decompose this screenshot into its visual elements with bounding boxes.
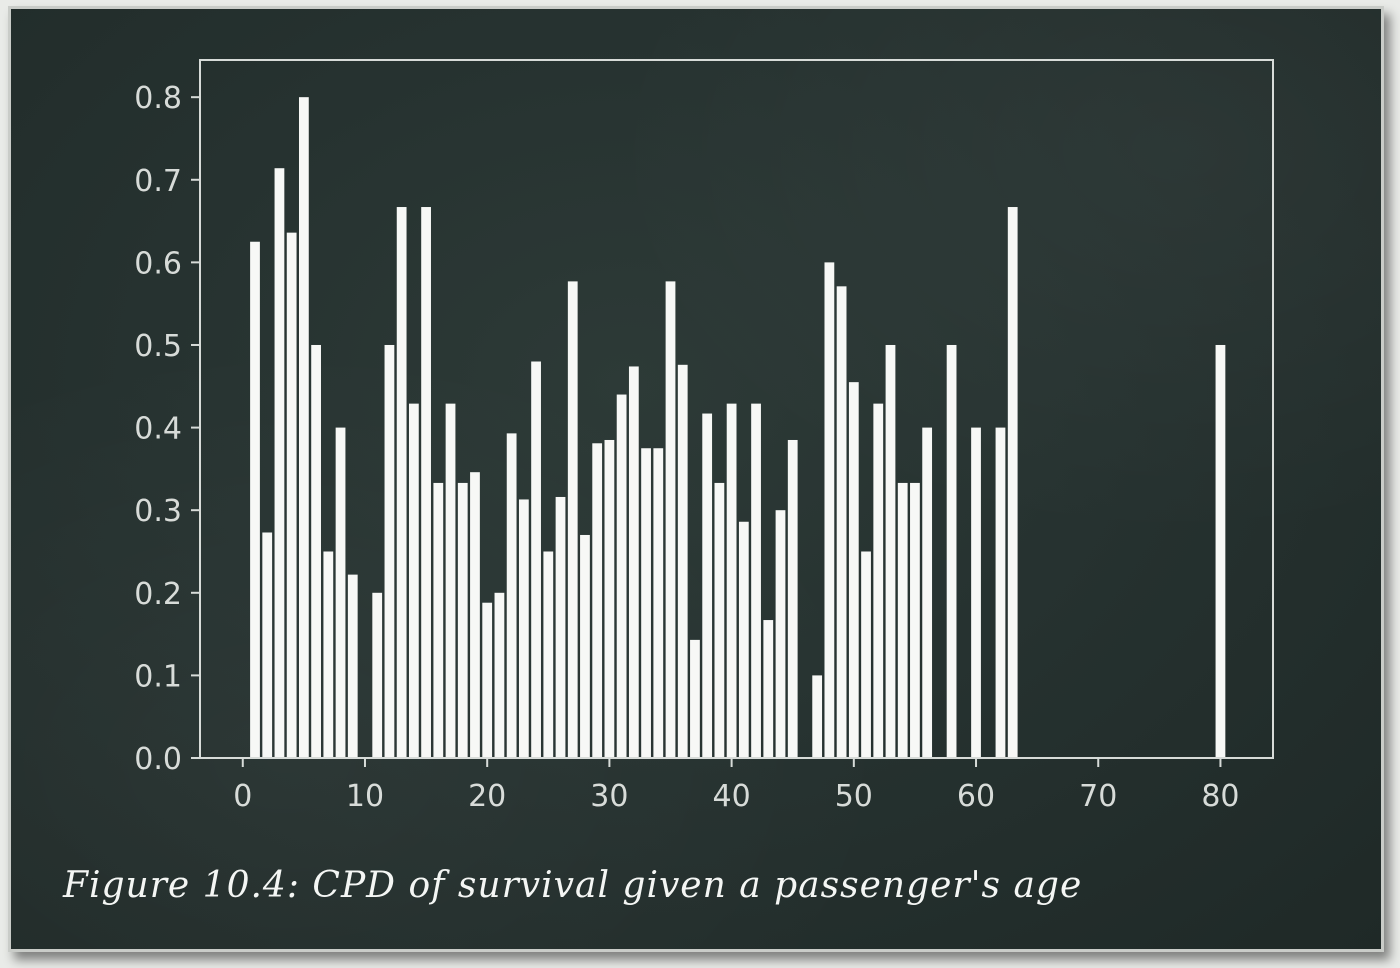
bar-age-11	[372, 592, 383, 758]
bar-age-8	[335, 427, 346, 758]
y-tick-label: 0.5	[134, 329, 182, 364]
bar-age-7	[323, 551, 334, 758]
bar-age-30	[604, 439, 615, 758]
y-tick-label: 0.7	[134, 164, 182, 199]
bar-age-47	[812, 675, 823, 758]
bar-age-34	[653, 448, 664, 758]
bar-age-28	[580, 534, 590, 758]
bar-age-22	[506, 433, 517, 758]
bar-age-45	[787, 439, 798, 758]
bar-age-48	[824, 262, 835, 758]
x-tick-label: 0	[233, 779, 252, 814]
x-tick-label: 80	[1201, 779, 1239, 814]
y-tick-label: 0.1	[134, 659, 182, 694]
bar-age-17	[445, 403, 456, 758]
bar-age-19	[470, 472, 480, 758]
bar-age-6	[311, 344, 321, 758]
bar-chart: 0.0 0.1 0.2 0.3 0.4 0.5 0.6 0.7 0.8 0 10 20 30 40 50 6…	[134, 59, 1274, 814]
y-tick-label: 0.8	[134, 81, 182, 116]
x-axis: 0 10 20 30 40 50 60 70 80	[233, 758, 1240, 814]
bar-age-60	[971, 427, 981, 758]
bar-age-24	[531, 361, 541, 758]
x-tick-label: 20	[468, 779, 506, 814]
bar-age-20	[482, 602, 493, 758]
bar-age-41	[738, 521, 749, 758]
y-tick-label: 0.4	[134, 412, 182, 447]
figure-caption: Figure 10.4: CPD of survival given a pas…	[63, 865, 1083, 906]
bar-age-80	[1215, 344, 1226, 758]
bar-age-21	[494, 592, 505, 758]
bar-age-53	[885, 344, 896, 758]
bar-age-58	[946, 344, 957, 758]
bar-age-18	[457, 482, 468, 758]
bar-age-39	[714, 482, 725, 758]
bar-age-33	[641, 448, 651, 758]
x-tick-label: 50	[835, 779, 873, 814]
bar-age-51	[861, 551, 871, 758]
bar-age-35	[665, 281, 676, 758]
bar-age-9	[347, 574, 358, 758]
bar-age-36	[677, 364, 688, 758]
y-tick-label: 0.2	[134, 577, 182, 612]
bar-age-63	[1007, 207, 1018, 758]
bar-age-56	[922, 427, 933, 758]
bar-age-2	[262, 532, 273, 758]
bar-age-55	[910, 482, 920, 758]
y-tick-label: 0.6	[134, 246, 182, 281]
y-tick-label: 0.3	[134, 494, 182, 529]
x-tick-label: 10	[346, 779, 384, 814]
bar-age-37	[690, 639, 700, 758]
bar-age-40	[726, 403, 737, 758]
y-tick-label: 0.0	[134, 742, 182, 777]
x-tick-label: 30	[590, 779, 628, 814]
bar-age-42	[751, 403, 761, 758]
bar-age-38	[702, 413, 713, 758]
bar-age-54	[897, 482, 908, 758]
bar-age-52	[873, 403, 884, 758]
bar-age-14	[408, 403, 419, 758]
bar-age-62	[995, 427, 1006, 758]
x-tick-label: 70	[1079, 779, 1117, 814]
bar-age-4	[286, 232, 297, 758]
bar-age-32	[628, 366, 639, 758]
bar-age-43	[763, 620, 774, 758]
bar-age-29	[592, 443, 603, 758]
bar-age-5	[298, 97, 309, 759]
bar-age-3	[274, 168, 285, 758]
bar-age-31	[616, 394, 627, 758]
bar-age-26	[555, 496, 566, 758]
x-tick-label: 60	[957, 779, 995, 814]
plot-frame	[199, 59, 1274, 759]
bar-age-12	[384, 344, 395, 758]
bar-age-27	[567, 281, 578, 758]
bar-age-49	[836, 286, 847, 758]
bar-age-15	[421, 207, 431, 758]
chalkboard: 0.0 0.1 0.2 0.3 0.4 0.5 0.6 0.7 0.8 0 10 20 30 40 50 6…	[8, 6, 1384, 952]
bar-age-23	[518, 499, 529, 758]
y-axis: 0.0 0.1 0.2 0.3 0.4 0.5 0.6 0.7 0.8	[134, 81, 200, 777]
bar-age-16	[433, 482, 444, 758]
bars-group	[250, 97, 1226, 759]
bar-age-13	[396, 207, 407, 758]
bar-age-1	[250, 241, 260, 759]
x-tick-label: 40	[713, 779, 751, 814]
bar-age-44	[775, 510, 786, 758]
bar-age-25	[543, 551, 554, 758]
bar-age-50	[848, 382, 859, 758]
